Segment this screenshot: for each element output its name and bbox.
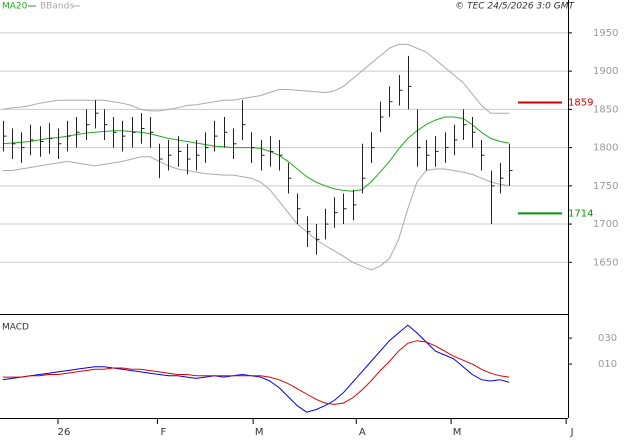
x-tick-label: A [359, 427, 366, 438]
macd-title: MACD [2, 323, 29, 333]
y-tick-label: 1700 [593, 219, 618, 230]
y-tick-label: 1850 [593, 104, 618, 115]
level-label: 1714 [568, 208, 593, 219]
y-tick-label: 1950 [593, 28, 618, 39]
y-tick-label: 1650 [593, 257, 618, 268]
x-tick-label: M [255, 427, 264, 438]
macd-line [2, 340, 510, 405]
x-tick-label: 26 [58, 427, 71, 438]
x-tick-label: F [161, 427, 167, 438]
x-tick-label: M [453, 427, 462, 438]
y-tick-label: 1800 [593, 143, 618, 154]
legend-bbands: BBands [40, 2, 74, 12]
y-tick-label: 1900 [593, 66, 618, 77]
y-tick-label: 1750 [593, 181, 618, 192]
credit: © TEC 24/5/2026 3:0 GMT [455, 2, 575, 12]
macd-line [2, 324, 510, 413]
y-tick-label: 030 [598, 333, 617, 344]
y-tick-label: 010 [598, 359, 617, 370]
bband-upper [2, 43, 510, 114]
ma20-line [2, 116, 510, 192]
level-label: 1859 [568, 97, 593, 108]
bband-lower [2, 156, 510, 271]
legend-ma20: MA20 [2, 2, 28, 12]
x-tick-label: J [570, 427, 574, 438]
